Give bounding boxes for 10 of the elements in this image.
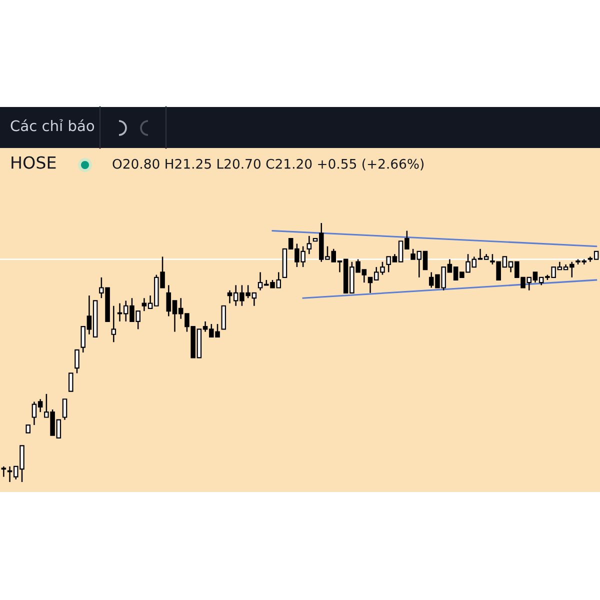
candlestick bbox=[111, 305, 116, 343]
candlestick bbox=[1, 466, 6, 478]
candlestick bbox=[306, 235, 312, 255]
candlestick bbox=[221, 305, 226, 330]
candlestick bbox=[62, 398, 68, 420]
text: Các chỉ báo bbox=[10, 119, 94, 132]
candlestick bbox=[74, 349, 80, 374]
candlestick bbox=[68, 372, 74, 392]
chart-title: HOSE bbox=[12, 156, 56, 169]
chart-subtitle: O20.80 H21.25 L20.70 C21.20 +0.55 (+2.66%) bbox=[112, 158, 424, 170]
